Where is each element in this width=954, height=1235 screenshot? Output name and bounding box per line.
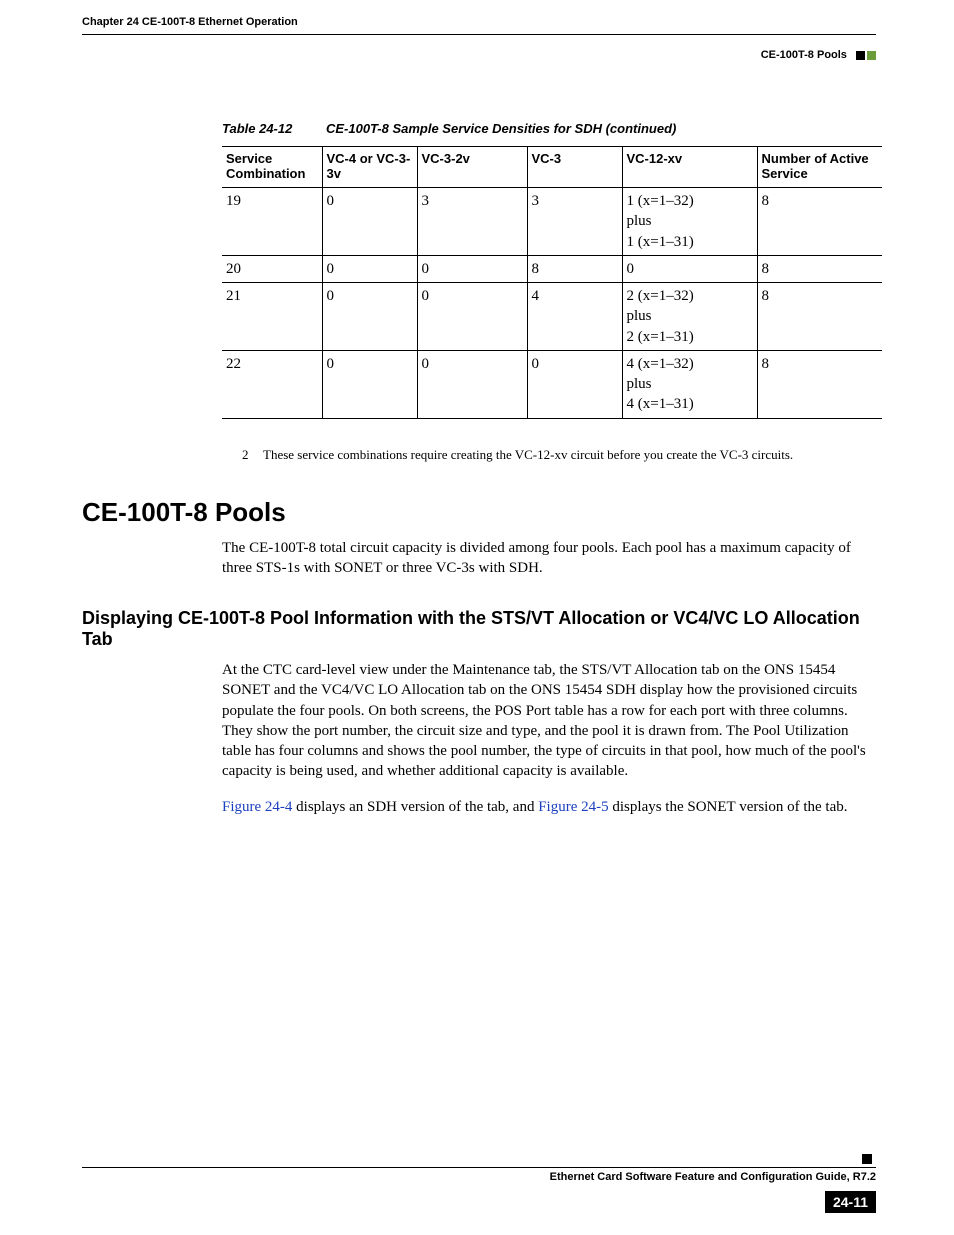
text-run: displays an SDH version of the tab, and bbox=[292, 799, 538, 815]
cell: 8 bbox=[527, 255, 622, 282]
table-row: 22 0 0 0 4 (x=1–32)plus4 (x=1–31) 8 bbox=[222, 350, 882, 418]
marker-square-green bbox=[867, 51, 876, 60]
data-table: Service Combination VC-4 or VC-3-3v VC-3… bbox=[222, 146, 882, 419]
subsection-paragraph: At the CTC card-level view under the Mai… bbox=[222, 660, 876, 782]
table-block: Table 24-12 CE-100T-8 Sample Service Den… bbox=[82, 121, 876, 419]
cell: 0 bbox=[322, 188, 417, 256]
col-header: VC-3 bbox=[527, 147, 622, 188]
cell: 8 bbox=[757, 283, 882, 351]
footer-square-icon bbox=[862, 1154, 872, 1164]
cell: 4 (x=1–32)plus4 (x=1–31) bbox=[622, 350, 757, 418]
table-row: 20 0 0 8 0 8 bbox=[222, 255, 882, 282]
col-header: Number of Active Service bbox=[757, 147, 882, 188]
subsection-paragraph-refs: Figure 24-4 displays an SDH version of t… bbox=[222, 797, 876, 817]
cell: 2 (x=1–32)plus2 (x=1–31) bbox=[622, 283, 757, 351]
section-paragraph: The CE-100T-8 total circuit capacity is … bbox=[222, 538, 876, 579]
cell: 0 bbox=[417, 255, 527, 282]
table-header-row: Service Combination VC-4 or VC-3-3v VC-3… bbox=[222, 147, 882, 188]
cell: 3 bbox=[527, 188, 622, 256]
running-section-label: CE-100T-8 Pools bbox=[761, 49, 847, 61]
page: Chapter 24 CE-100T-8 Ethernet Operation … bbox=[0, 0, 954, 817]
col-header: VC-4 or VC-3-3v bbox=[322, 147, 417, 188]
cell: 4 bbox=[527, 283, 622, 351]
cell: 0 bbox=[527, 350, 622, 418]
chapter-line: Chapter 24 CE-100T-8 Ethernet Operation bbox=[82, 16, 876, 28]
table-caption: Table 24-12 CE-100T-8 Sample Service Den… bbox=[222, 121, 876, 136]
footnote-text: These service combinations require creat… bbox=[263, 447, 793, 462]
table-row: 21 0 0 4 2 (x=1–32)plus2 (x=1–31) 8 bbox=[222, 283, 882, 351]
cell: 0 bbox=[622, 255, 757, 282]
cell: 0 bbox=[417, 283, 527, 351]
section-heading: CE-100T-8 Pools bbox=[82, 497, 876, 528]
running-section-marker: CE-100T-8 Pools bbox=[82, 49, 876, 61]
subsection-heading: Displaying CE-100T-8 Pool Information wi… bbox=[82, 608, 876, 650]
cell: 22 bbox=[222, 350, 322, 418]
cell: 19 bbox=[222, 188, 322, 256]
footer-rule bbox=[82, 1167, 876, 1168]
cell: 8 bbox=[757, 188, 882, 256]
cell: 3 bbox=[417, 188, 527, 256]
table-number: Table 24-12 bbox=[222, 121, 292, 136]
figure-crossref[interactable]: Figure 24-5 bbox=[538, 799, 608, 815]
cell: 0 bbox=[322, 283, 417, 351]
marker-square-black bbox=[856, 51, 865, 60]
figure-crossref[interactable]: Figure 24-4 bbox=[222, 799, 292, 815]
table-footnote: 2 These service combinations require cre… bbox=[242, 447, 876, 463]
col-header: Service Combination bbox=[222, 147, 322, 188]
table-title: CE-100T-8 Sample Service Densities for S… bbox=[326, 121, 676, 136]
cell: 0 bbox=[322, 255, 417, 282]
footnote-number: 2 bbox=[242, 447, 260, 463]
page-number-badge: 24-11 bbox=[825, 1191, 876, 1213]
col-header: VC-12-xv bbox=[622, 147, 757, 188]
cell: 20 bbox=[222, 255, 322, 282]
col-header: VC-3-2v bbox=[417, 147, 527, 188]
table-row: 19 0 3 3 1 (x=1–32)plus1 (x=1–31) 8 bbox=[222, 188, 882, 256]
footer-doc-title: Ethernet Card Software Feature and Confi… bbox=[82, 1171, 876, 1183]
cell: 0 bbox=[417, 350, 527, 418]
cell: 8 bbox=[757, 255, 882, 282]
text-run: displays the SONET version of the tab. bbox=[609, 799, 848, 815]
footer-marker bbox=[82, 1149, 876, 1167]
cell: 0 bbox=[322, 350, 417, 418]
cell: 1 (x=1–32)plus1 (x=1–31) bbox=[622, 188, 757, 256]
page-footer: Ethernet Card Software Feature and Confi… bbox=[82, 1179, 876, 1213]
cell: 21 bbox=[222, 283, 322, 351]
cell: 8 bbox=[757, 350, 882, 418]
header-rule bbox=[82, 34, 876, 35]
